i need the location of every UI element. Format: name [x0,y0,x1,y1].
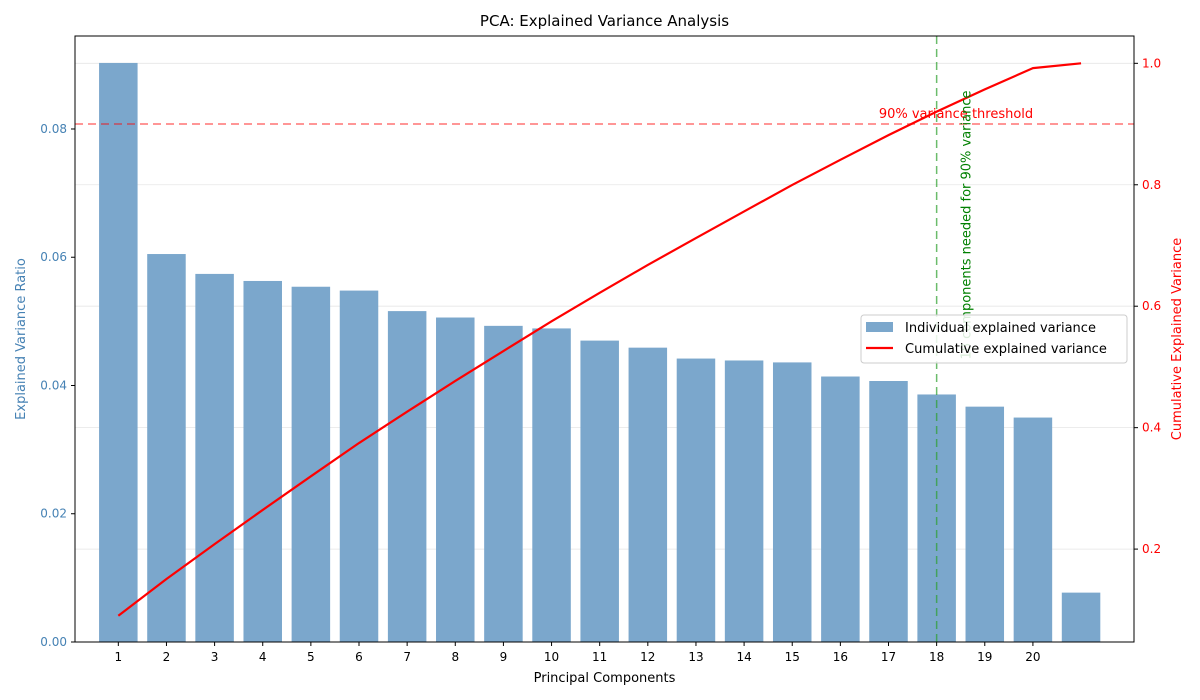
cumulative-line-layer [117,62,1082,617]
x-tick-label-7: 7 [403,650,411,664]
bar-component-4 [243,280,282,642]
bar-component-20 [1013,417,1053,642]
y-left-tick-label-2: 0.04 [40,378,67,392]
x-tick-label-15: 15 [785,650,800,664]
axes-layer: 1 2 3 4 5 6 7 8 9 10 11 12 13 14 15 16 17 18 19 200.000.020… [40,35,1161,664]
x-tick-label-10: 10 [544,650,559,664]
legend: Individual explained variance Cumulative… [860,314,1128,364]
y-right-tick-label-2: 0.6 [1142,299,1161,313]
x-tick-label-16: 16 [833,650,848,664]
bar-component-6 [339,290,379,642]
legend-label-individual: Individual explained variance [905,321,1096,336]
cumulative-line [117,62,1082,617]
bar-component-5 [291,286,331,642]
x-tick-label-19: 19 [977,650,992,664]
plot-frame [74,35,1135,643]
bar-component-7 [387,311,427,642]
x-tick-label-18: 18 [929,650,944,664]
x-tick-label-5: 5 [307,650,315,664]
chart-title: PCA: Explained Variance Analysis [480,12,729,30]
bar-layer [99,62,1101,643]
x-tick-label-14: 14 [736,650,751,664]
bar-component-17 [869,381,908,642]
x-tick-label-8: 8 [451,650,459,664]
legend-label-cumulative: Cumulative explained variance [905,342,1107,357]
legend-box [860,314,1128,364]
bar-component-19 [965,406,1005,642]
bar-component-10 [532,328,571,642]
x-axis-title: Principal Components [534,671,676,686]
bar-component-8 [436,317,475,642]
x-tick-label-1: 1 [115,650,123,664]
y-left-tick-label-4: 0.08 [40,122,67,136]
y-left-tick-label-0: 0.00 [40,635,67,649]
bar-component-15 [772,362,812,642]
bar-component-12 [628,347,668,642]
bar-component-2 [147,254,186,643]
x-tick-label-4: 4 [259,650,267,664]
bar-component-16 [821,376,860,642]
bar-component-9 [484,325,523,642]
x-tick-label-12: 12 [640,650,655,664]
x-tick-label-9: 9 [500,650,508,664]
components-needed-label: 18 components needed for 90% variance [960,91,975,360]
y-right-tick-label-3: 0.8 [1142,178,1161,192]
legend-swatch-individual [866,322,893,332]
bar-component-11 [580,340,619,642]
threshold-label: 90% variance threshold [879,107,1033,122]
y-right-axis-title: Cumulative Explained Variance [1170,238,1185,440]
y-right-tick-label-4: 1.0 [1142,56,1161,70]
x-tick-label-17: 17 [881,650,896,664]
x-tick-label-6: 6 [355,650,363,664]
y-left-tick-label-1: 0.02 [40,507,67,521]
x-tick-label-11: 11 [592,650,607,664]
x-tick-label-20: 20 [1025,650,1040,664]
x-tick-label-2: 2 [163,650,171,664]
y-right-tick-label-1: 0.4 [1142,421,1161,435]
x-tick-label-3: 3 [211,650,219,664]
y-left-tick-label-3: 0.06 [40,250,67,264]
y-left-axis-title: Explained Variance Ratio [14,258,29,420]
y-right-tick-label-0: 0.2 [1142,542,1161,556]
bar-component-14 [724,360,764,642]
x-tick-label-13: 13 [688,650,703,664]
bar-component-21 [1061,592,1101,642]
bar-component-1 [99,62,138,642]
bar-component-3 [195,273,234,642]
bar-component-13 [676,358,716,642]
